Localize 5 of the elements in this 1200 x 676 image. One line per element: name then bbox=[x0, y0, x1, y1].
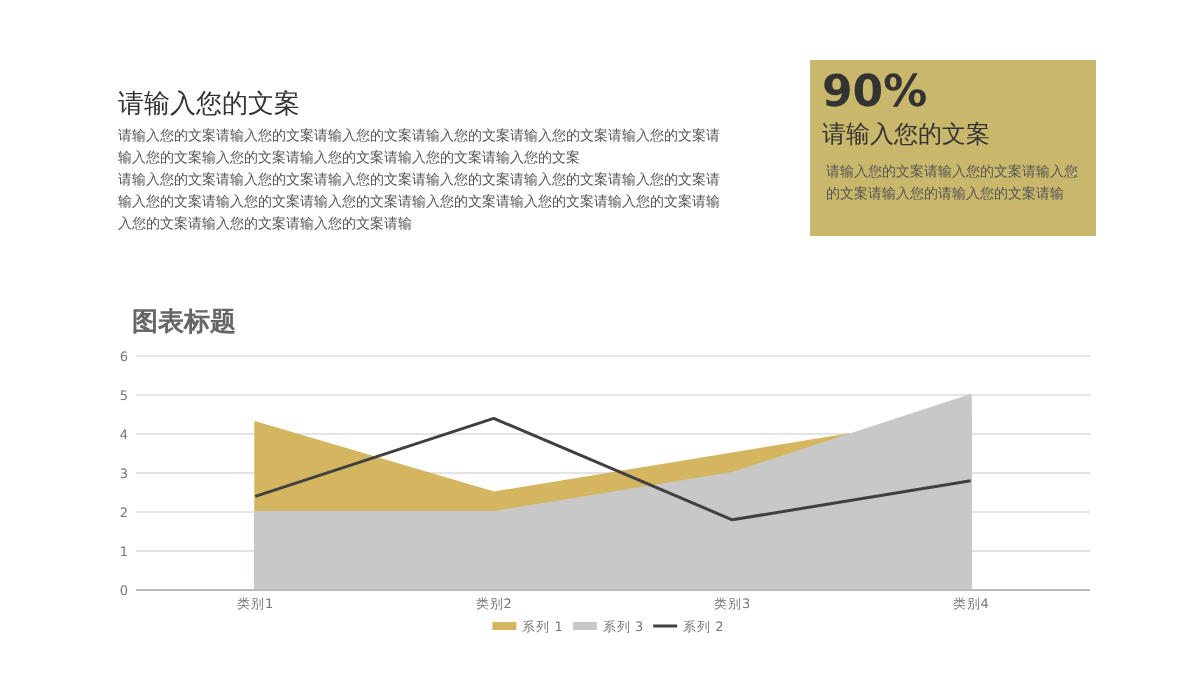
line-series bbox=[253, 416, 973, 522]
chart-title: 图表标题 bbox=[132, 308, 236, 338]
text: 请输入您的文案 bbox=[822, 118, 990, 152]
text: 请输入您的文案 bbox=[118, 88, 300, 122]
text: 90% bbox=[822, 68, 928, 118]
